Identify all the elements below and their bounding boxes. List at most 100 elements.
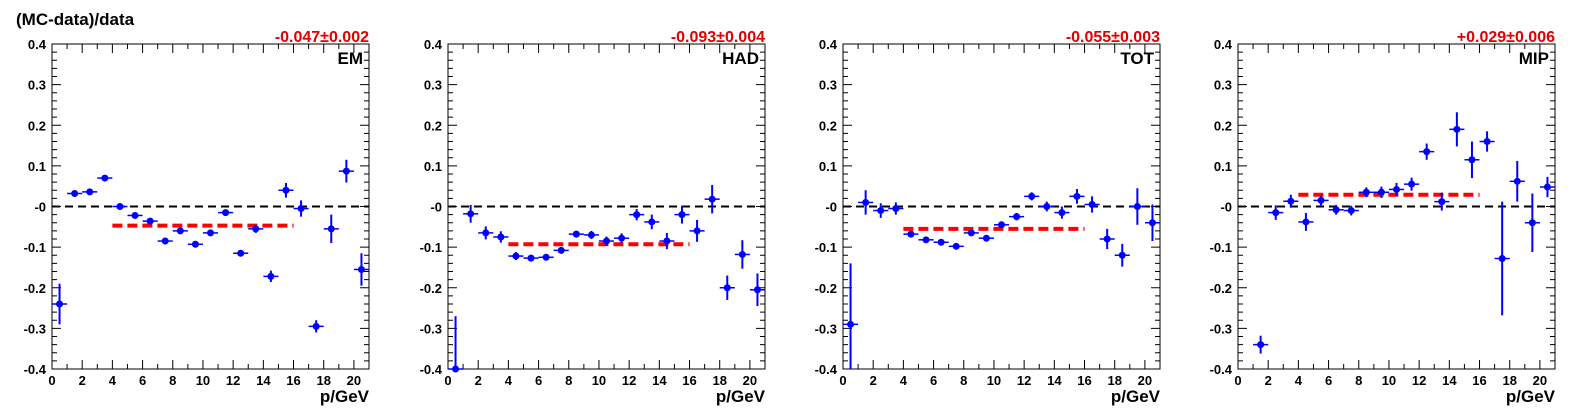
panel-mip-x-tick-label: 16 [1472, 373, 1486, 388]
panel-tot-y-tick-label: 0.1 [819, 159, 837, 174]
panel-had-y-tick-label: 0.4 [424, 37, 443, 52]
panel-mip-data-point [1438, 198, 1446, 206]
panel-em-y-tick-label: 0.3 [28, 78, 46, 93]
panel-mip-y-tick-label: 0.1 [1214, 159, 1232, 174]
panel-tot-x-tick-label: 4 [900, 373, 908, 388]
panel-em-data-point [86, 188, 94, 196]
panel-tot-y-tick-label: 0.4 [819, 37, 838, 52]
panel-mip-data-point [1483, 138, 1491, 145]
panel-mip-fit-result: +0.029±0.006 [1457, 29, 1555, 46]
panel-had-x-tick-label: 10 [592, 373, 606, 388]
panel-tot-y-tick-label: -0 [825, 200, 837, 215]
panel-em-x-tick-label: 4 [109, 373, 117, 388]
panel-had-data-point [618, 234, 626, 242]
panel-mip-x-tick-label: 6 [1325, 373, 1332, 388]
panel-mip-data-point [1468, 156, 1476, 164]
panel-em-y-tick-label: 0.1 [28, 159, 46, 174]
panel-em-y-tick-label: 0.4 [28, 37, 47, 52]
panel-em-data-point [101, 174, 109, 182]
panel-em-data-point [342, 167, 350, 175]
panel-tot-y-tick-label: -0.1 [815, 240, 837, 255]
chart-panel-had: -0.4 -0.3 -0.2 -0.1 -0 0.1 0.2 0.3 0.4 0 2 4 6 8 10 12 1… [420, 29, 766, 406]
panel-mip-x-tick-label: 10 [1382, 373, 1396, 388]
panel-had-data-point [603, 237, 610, 245]
panel-tot-x-axis-label: p/GeV [1111, 387, 1161, 406]
figure-y-axis-label: (MC-data)/data [16, 10, 135, 29]
panel-had-y-tick-label: -0 [430, 200, 442, 215]
panel-em-y-tick-label: 0.2 [28, 118, 46, 133]
panel-em-data-point [282, 186, 290, 194]
panel-em-data-point [327, 225, 335, 233]
panel-em-data-point [191, 240, 199, 248]
panel-had-data-point [512, 252, 520, 260]
chart-panel-mip: -0.4 -0.3 -0.2 -0.1 -0 0.1 0.2 0.3 0.4 0 2 4 6 8 10 12 1… [1210, 29, 1556, 406]
panel-mip-y-tick-label: -0.1 [1210, 240, 1232, 255]
panel-had-y-tick-label: -0.3 [420, 321, 442, 336]
panel-tot-data-point [892, 205, 900, 213]
panel-em-y-tick-label: -0.1 [24, 240, 46, 255]
panel-had-y-tick-label: 0.1 [424, 159, 442, 174]
panel-tot-y-tick-label: 0.2 [819, 118, 837, 133]
panel-had-x-tick-label: 4 [505, 373, 513, 388]
panel-had-x-tick-label: 16 [682, 373, 696, 388]
panel-tot-y-tick-label: -0.2 [815, 281, 837, 296]
panel-tot-data-point [1058, 209, 1066, 217]
chart-panel-tot: -0.4 -0.3 -0.2 -0.1 -0 0.1 0.2 0.3 0.4 0 2 4 6 8 10 12 1… [815, 29, 1161, 406]
panel-tot-data-point [998, 221, 1005, 229]
panel-tot-x-tick-label: 0 [839, 373, 846, 388]
panel-mip-x-tick-label: 18 [1502, 373, 1516, 388]
panel-mip-data-point [1498, 255, 1506, 262]
panel-mip-data-point [1423, 148, 1431, 156]
panel-mip-x-tick-label: 4 [1295, 373, 1303, 388]
panel-had-data-point [467, 210, 475, 218]
panel-mip-data-point [1287, 197, 1295, 205]
panel-em-x-tick-label: 6 [139, 373, 146, 388]
panel-tot-data-point [862, 198, 870, 206]
panel-mip-data-point [1513, 177, 1521, 185]
panel-mip-y-tick-label: -0.2 [1210, 281, 1232, 296]
panel-had-data-point [678, 211, 686, 219]
panel-tot-data-point [1088, 200, 1096, 208]
panel-had-data-point [723, 284, 731, 292]
panel-em-data-point [71, 190, 79, 197]
panel-mip-y-tick-label: 0.4 [1214, 37, 1233, 52]
panel-tot-y-tick-label: 0.3 [819, 78, 837, 93]
panel-mip-x-tick-label: 2 [1265, 373, 1272, 388]
panel-mip-data-point [1302, 218, 1310, 226]
panel-had-x-tick-label: 18 [712, 373, 726, 388]
panel-had-x-tick-label: 8 [565, 373, 572, 388]
panel-em-x-tick-label: 14 [256, 373, 271, 388]
panel-had-x-tick-label: 20 [743, 373, 757, 388]
panel-tot-data-point [877, 207, 885, 215]
panel-tot-data-point [1028, 192, 1036, 200]
panel-em-x-tick-label: 12 [226, 373, 240, 388]
panel-mip-x-tick-label: 20 [1533, 373, 1547, 388]
panel-em-data-point [297, 205, 305, 213]
panel-had-x-tick-label: 0 [444, 373, 451, 388]
panel-em-x-tick-label: 2 [79, 373, 86, 388]
panel-had-data-point [452, 365, 460, 373]
panel-tot-data-point [952, 242, 960, 250]
panel-em-data-point [176, 227, 184, 235]
panel-had-data-point [663, 237, 671, 245]
panel-em-data-point [357, 265, 365, 273]
panel-mip-x-tick-label: 0 [1234, 373, 1241, 388]
panel-mip-data-point [1347, 207, 1355, 215]
panel-em-data-point [237, 249, 245, 257]
panel-had-data-point [633, 211, 641, 219]
panel-mip-x-axis-label: p/GeV [1506, 387, 1556, 406]
panel-had-data-point [753, 286, 761, 294]
panel-mip-data-point [1408, 180, 1416, 188]
panel-had-data-point [708, 195, 716, 203]
panel-em-x-tick-label: 16 [286, 373, 300, 388]
panel-had-data-point [482, 229, 490, 237]
panel-tot-data-point [1133, 203, 1141, 210]
panel-tot-x-tick-label: 16 [1077, 373, 1091, 388]
panel-had-data-point [542, 253, 550, 261]
panel-mip-y-tick-label: 0.3 [1214, 78, 1232, 93]
panel-em-data-point [131, 211, 139, 219]
panel-had-x-axis-label: p/GeV [716, 387, 766, 406]
panel-tot-x-tick-label: 2 [870, 373, 877, 388]
panel-em-x-axis-label: p/GeV [320, 387, 370, 406]
